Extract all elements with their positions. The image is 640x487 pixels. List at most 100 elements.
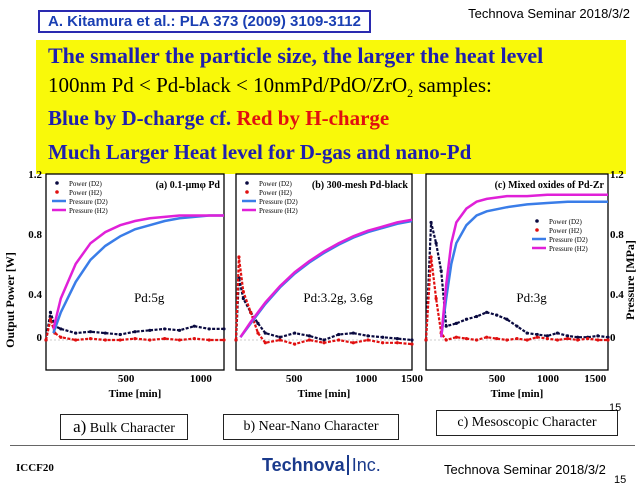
headline-blue-text: Blue by D-charge cf. (48, 106, 237, 130)
data-point (263, 341, 267, 345)
data-point (464, 317, 469, 321)
data-point (322, 338, 326, 342)
data-point (148, 328, 152, 332)
data-point (366, 334, 370, 338)
right-tick-label: 0.8 (610, 229, 624, 241)
data-point (474, 338, 479, 342)
series-line (234, 277, 413, 342)
data-point (133, 337, 137, 341)
left-tick-label: 0 (37, 332, 43, 344)
right-tick-label: 1.2 (610, 169, 624, 181)
left-tick-label: 1.2 (28, 169, 42, 181)
data-point (237, 255, 241, 259)
technova-logo: Technova Inc. (262, 455, 381, 476)
footer-conference: ICCF20 (16, 462, 54, 474)
caption-b: b) Near-Nano Character (223, 414, 399, 440)
legend-label: Power (D2) (549, 218, 583, 226)
data-point (293, 331, 297, 335)
headline-line-2-sub: 2 (407, 86, 414, 101)
logo-main: Technova (262, 455, 345, 475)
data-point (59, 335, 63, 339)
data-point (439, 269, 443, 273)
data-point (434, 241, 438, 245)
data-point (555, 338, 560, 342)
data-point (249, 310, 253, 314)
data-point (429, 255, 433, 259)
series-line (44, 315, 224, 342)
x-tick-label: 500 (286, 373, 303, 385)
legend-swatch (535, 228, 539, 232)
data-point (395, 341, 399, 345)
series-line (439, 193, 608, 338)
left-tick-label: 0.8 (28, 229, 42, 241)
data-point (366, 338, 370, 342)
x-tick-label: 1000 (190, 373, 213, 385)
x-tick-label: 1000 (537, 373, 560, 385)
data-point (381, 341, 385, 345)
data-point (222, 338, 226, 342)
data-point (410, 342, 414, 346)
data-point (207, 338, 211, 342)
data-point (424, 338, 428, 342)
data-point (454, 335, 458, 339)
right-tick-label: 0.4 (610, 289, 624, 301)
headline-line-2-tail: samples: (413, 73, 492, 97)
data-point (177, 338, 182, 342)
data-point (464, 337, 469, 341)
data-point (192, 337, 196, 341)
data-point (256, 331, 260, 335)
right-tick-label: 0 (610, 332, 616, 344)
series-line (439, 200, 608, 338)
x-axis-label: Time [min] (298, 388, 351, 400)
legend-label: Power (H2) (259, 189, 293, 197)
data-point (103, 338, 107, 342)
data-point (222, 327, 226, 331)
data-point (278, 338, 282, 342)
data-point (535, 332, 539, 337)
data-point (565, 334, 570, 338)
x-tick-label: 1000 (355, 373, 378, 385)
legend-label: Power (H2) (549, 227, 583, 235)
citation-box: A. Kitamura et al.: PLA 373 (2009) 3109-… (38, 10, 371, 33)
data-point (429, 220, 433, 225)
data-point (163, 327, 167, 331)
legend-label: Power (D2) (259, 180, 293, 188)
data-point (256, 321, 260, 325)
legend-swatch (245, 181, 249, 185)
data-point (606, 335, 610, 339)
left-tick-label: 0.4 (28, 289, 42, 301)
legend-swatch (245, 190, 249, 194)
data-point (133, 330, 137, 334)
data-point (485, 310, 489, 314)
panel-title: (c) Mixed oxides of Pd-Zr (495, 180, 605, 191)
data-point (545, 337, 549, 341)
data-point (44, 338, 48, 342)
headline-line-4: Much Larger Heat level for D-gas and nan… (48, 140, 472, 164)
panel-annotation: Pd:3g (516, 290, 547, 305)
data-point (505, 338, 509, 342)
data-point (515, 324, 519, 328)
data-point (381, 335, 385, 339)
data-point (293, 342, 297, 346)
caption-c: c) Mesoscopic Character (436, 410, 618, 436)
data-point (525, 338, 529, 342)
data-point (241, 296, 245, 301)
data-point (103, 331, 107, 335)
data-point (565, 337, 570, 341)
data-point (444, 338, 448, 342)
legend-label: Pressure (H2) (69, 207, 108, 215)
data-point (337, 332, 341, 337)
data-point (148, 338, 152, 342)
chart-panel-1: (b) 300-mesh Pd-black Power (D2)Power (H2… (234, 173, 424, 400)
legend-label: Pressure (D2) (69, 198, 108, 206)
x-axis-label: Time [min] (491, 388, 544, 400)
x-tick-label: 500 (489, 373, 506, 385)
panel-title: (b) 300-mesh Pd-black (312, 180, 409, 191)
data-point (192, 324, 196, 328)
caption-a-prefix: a) (73, 417, 87, 436)
series-line (239, 218, 413, 338)
data-point (234, 338, 238, 342)
